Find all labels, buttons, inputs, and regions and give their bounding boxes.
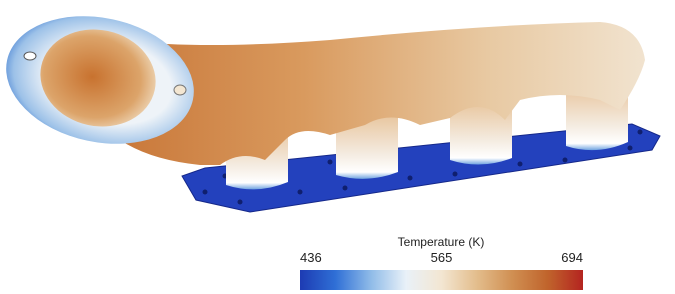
- render: Temperature (K) 436 565 694: [0, 0, 675, 294]
- screenshot: Temperature (K) 436 565 694: [0, 0, 675, 294]
- colorbar-title: Temperature (K): [398, 235, 485, 249]
- colorbar-tick-label: 565: [431, 250, 453, 265]
- colorbar-tick-label: 436: [300, 250, 322, 265]
- colorbar-tick-label: 694: [561, 250, 583, 265]
- colorbar: [300, 270, 583, 290]
